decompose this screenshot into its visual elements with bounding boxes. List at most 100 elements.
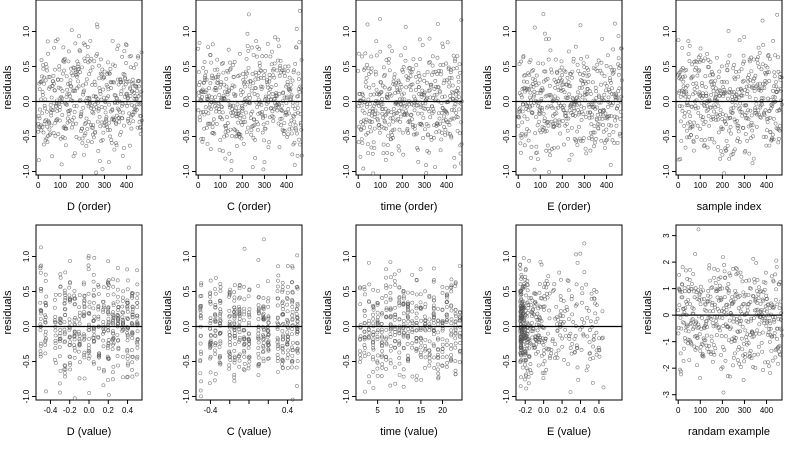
- data-point: [400, 97, 405, 102]
- data-point: [585, 364, 590, 369]
- data-point: [710, 359, 715, 364]
- data-point: [765, 65, 770, 70]
- data-point: [233, 335, 237, 340]
- data-point: [247, 339, 252, 344]
- data-point: [709, 286, 714, 291]
- data-point: [111, 364, 116, 369]
- data-point: [757, 65, 761, 69]
- data-point: [401, 334, 406, 339]
- data-point: [704, 319, 709, 324]
- data-point: [679, 77, 683, 82]
- panel-1: 0 100 200 300 400-1.0-0.50.00.51.0D (order)r…: [2, 0, 144, 213]
- data-point: [60, 135, 65, 139]
- data-point: [366, 72, 371, 77]
- data-point: [575, 90, 580, 95]
- data-point: [615, 95, 620, 100]
- data-point: [218, 354, 222, 358]
- data-point: [235, 102, 240, 107]
- data-point: [761, 82, 765, 87]
- data-point: [87, 354, 92, 359]
- data-point: [95, 22, 99, 27]
- data-point: [384, 293, 388, 298]
- data-point: [751, 294, 756, 299]
- data-point: [379, 330, 384, 334]
- data-point: [253, 77, 258, 82]
- data-point: [525, 300, 530, 305]
- data-point: [709, 334, 714, 339]
- data-point: [695, 85, 700, 90]
- data-point: [393, 313, 398, 317]
- data-point: [268, 54, 273, 59]
- data-point: [392, 75, 397, 80]
- data-point: [779, 89, 784, 93]
- data-point: [775, 326, 780, 331]
- data-point: [295, 349, 300, 353]
- data-point: [436, 376, 441, 381]
- data-point: [121, 110, 125, 115]
- data-point: [391, 79, 396, 84]
- data-point: [522, 318, 526, 323]
- data-point: [123, 76, 128, 81]
- y-tick-label: 0.5: [182, 285, 191, 297]
- x-tick-label: 100: [374, 181, 388, 190]
- data-point: [43, 320, 48, 325]
- data-point: [213, 95, 218, 100]
- y-tick-label: -1.0: [502, 164, 511, 178]
- data-point: [199, 349, 203, 354]
- data-point: [72, 331, 77, 336]
- data-point: [232, 283, 237, 288]
- data-point: [458, 350, 463, 355]
- data-point: [278, 63, 283, 68]
- data-point: [686, 297, 691, 302]
- data-point: [232, 372, 237, 377]
- data-point: [683, 339, 688, 344]
- data-point: [44, 336, 48, 341]
- data-point: [682, 114, 687, 119]
- data-point: [544, 346, 549, 351]
- data-point: [423, 337, 428, 342]
- data-point: [227, 89, 232, 93]
- data-point: [68, 281, 72, 286]
- data-point: [386, 96, 390, 100]
- data-point: [574, 103, 579, 108]
- data-point: [256, 303, 261, 308]
- data-point: [367, 282, 372, 287]
- data-point: [566, 279, 571, 283]
- data-point: [297, 90, 302, 94]
- data-point: [218, 285, 223, 290]
- data-point: [43, 106, 47, 111]
- data-point: [423, 322, 427, 327]
- data-point: [134, 85, 139, 90]
- data-point: [88, 38, 93, 43]
- data-point: [459, 18, 464, 22]
- data-point: [561, 108, 566, 113]
- data-point: [62, 291, 67, 296]
- data-point: [738, 270, 743, 275]
- data-point: [718, 108, 723, 113]
- data-point: [38, 264, 43, 269]
- data-point: [401, 65, 406, 69]
- data-point: [89, 140, 94, 145]
- data-point: [774, 84, 779, 89]
- data-point: [582, 270, 587, 275]
- panel-9: -0.2 0.0 0.2 0.4 0.6-1.0-0.50.00.51.0E (valu…: [482, 224, 623, 438]
- data-point: [298, 112, 303, 117]
- data-point: [440, 285, 445, 289]
- data-point: [275, 284, 280, 289]
- data-point: [750, 330, 755, 335]
- data-point: [90, 65, 95, 70]
- data-point: [409, 112, 414, 117]
- y-axis-label: residuals: [482, 290, 494, 335]
- data-point: [566, 95, 570, 100]
- data-point: [280, 289, 285, 294]
- data-point: [364, 76, 369, 80]
- data-point: [774, 264, 779, 269]
- data-point: [280, 299, 285, 304]
- data-point: [124, 61, 129, 65]
- data-point: [386, 133, 391, 138]
- data-point: [40, 74, 44, 79]
- data-point: [77, 339, 82, 344]
- data-point: [775, 87, 780, 92]
- data-point: [724, 334, 728, 339]
- data-point: [528, 368, 533, 373]
